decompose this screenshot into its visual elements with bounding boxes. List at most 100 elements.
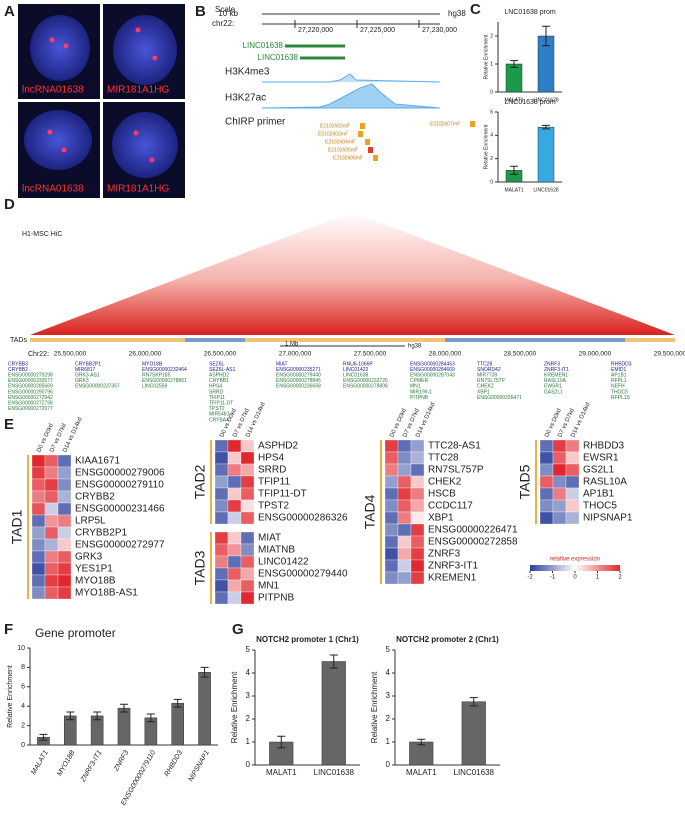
gene-label: ENSG00000237367	[75, 384, 120, 390]
label: 1 Mb	[285, 342, 299, 348]
tad-bar	[30, 338, 675, 342]
heat-cell	[240, 487, 255, 501]
bar	[117, 707, 131, 746]
heat-cell	[240, 543, 255, 557]
heat-cell	[227, 567, 242, 581]
heat-cell	[565, 463, 580, 477]
primer	[470, 121, 475, 127]
gene-label: MIAT	[276, 361, 288, 367]
nucleus	[30, 15, 90, 81]
spot	[61, 147, 67, 153]
heat-cell	[397, 463, 412, 477]
x-tick-label: MYO18B	[56, 749, 76, 777]
gene-label: MIR548J	[209, 412, 230, 418]
tad	[245, 338, 445, 342]
bar	[461, 701, 486, 766]
label: ChIRP primer	[225, 117, 286, 128]
heat-cell	[44, 466, 59, 480]
heat-cell	[565, 475, 580, 489]
error-bar	[417, 738, 426, 746]
chip-track	[262, 73, 441, 83]
gene-label: MN1	[410, 384, 421, 390]
label: 29,000,000	[579, 351, 612, 358]
heat-cell	[214, 487, 229, 501]
heat-cell	[410, 547, 425, 561]
y-tick-label: 1	[246, 737, 251, 746]
row-label: YES1P1	[75, 564, 113, 575]
heat-cell	[410, 559, 425, 573]
heat-cell	[384, 439, 399, 453]
nucleus	[24, 110, 92, 170]
heat-cell	[397, 439, 412, 453]
heat-cell	[214, 531, 229, 545]
heat-cell	[44, 586, 59, 600]
heat-cell	[397, 511, 412, 525]
heat-cell	[57, 574, 72, 588]
label: Scale	[215, 5, 236, 14]
heat-cell	[57, 478, 72, 492]
y-tick-label: 1	[386, 737, 391, 746]
label: 29,500,000	[654, 351, 685, 358]
heat-cell	[384, 547, 399, 561]
tad-label: TAD5	[517, 464, 533, 499]
heat-cell	[552, 451, 567, 465]
heat-cell	[31, 454, 46, 468]
heat-cell	[565, 439, 580, 453]
row-label: XBP1	[428, 513, 454, 524]
y-tick-label: 4	[246, 668, 251, 677]
gene-label: GRK3	[75, 378, 89, 384]
heat-cell	[31, 478, 46, 492]
primer	[358, 131, 363, 137]
gene-label: ENSG00000278861	[142, 378, 187, 384]
gene-label: CPMER	[410, 378, 428, 384]
y-tick-label: 0	[490, 179, 493, 185]
heat-cell	[44, 454, 59, 468]
heat-cell	[57, 562, 72, 576]
gene-label: TPST2	[209, 406, 225, 412]
row-label: PITPNB	[258, 593, 294, 604]
heat-cell	[397, 535, 412, 549]
image-label: MIR181A1HG	[107, 184, 169, 195]
heat-cell	[552, 511, 567, 525]
label: 27,500,000	[354, 351, 387, 358]
y-tick-label: 0	[386, 760, 391, 769]
gene-label: ENSG00000272942	[8, 395, 53, 401]
label: E2102602mF	[320, 123, 350, 129]
error-bar	[542, 124, 550, 130]
heat-cell	[31, 562, 46, 576]
row-label: RN7SL757P	[428, 465, 484, 476]
heat-cell	[397, 571, 412, 585]
label: 10 kb	[218, 9, 238, 18]
label: chr22:	[212, 19, 234, 28]
label: 28,500,000	[504, 351, 537, 358]
gene-label: ENSG00000235271	[276, 367, 321, 373]
row-label: HPS4	[258, 453, 285, 464]
tad-label: TAD2	[192, 464, 208, 499]
heat-cell	[214, 499, 229, 513]
gene-label: ENSG00000284453	[410, 361, 455, 367]
heat-cell	[57, 490, 72, 504]
gene-label: ENSG00000232464	[142, 367, 187, 373]
row-label: ENSG00000272977	[75, 540, 165, 551]
heat-cell	[31, 502, 46, 516]
spot	[49, 37, 55, 43]
heat-cell	[240, 439, 255, 453]
y-axis-label: Relative Enrichment	[483, 34, 489, 79]
column-label: D14 vs D14kd	[62, 417, 83, 454]
gene-label: ENSG00000284669	[410, 367, 455, 373]
color-bar	[530, 565, 620, 571]
heat-cell	[57, 526, 72, 540]
row-label: GRK3	[75, 552, 103, 563]
tad-label: TAD3	[192, 550, 208, 585]
heat-cell	[410, 571, 425, 585]
heat-cell	[31, 490, 46, 504]
primer	[365, 139, 370, 145]
row-label: MN1	[258, 581, 280, 592]
heat-cell	[539, 475, 554, 489]
y-tick-label: 5	[386, 645, 391, 654]
heat-cell	[410, 535, 425, 549]
heat-cell	[214, 475, 229, 489]
gene-label: NEFH	[611, 384, 625, 390]
x-tick-label: NIPSNAP1	[188, 749, 211, 783]
